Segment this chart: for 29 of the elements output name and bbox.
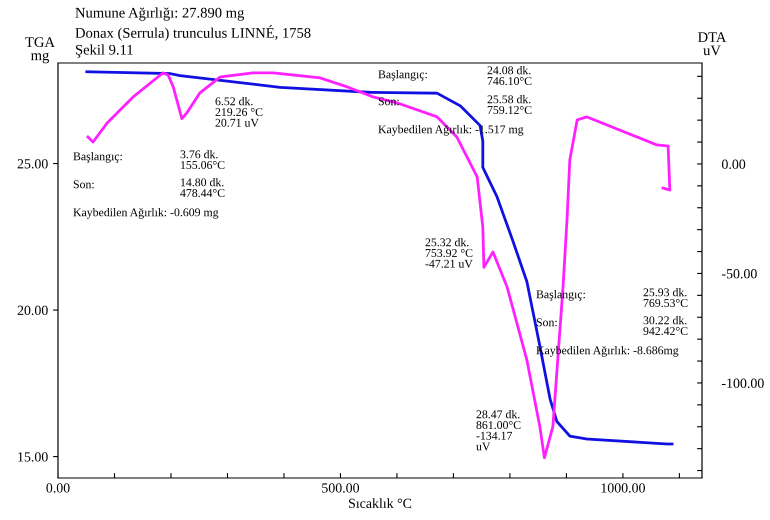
y-tick-label: 20.00 bbox=[18, 306, 48, 316]
x-axis-title: Sıcaklık °C bbox=[349, 498, 412, 508]
y2-tick-label: -100.00 bbox=[722, 378, 764, 388]
annotation: Başlangıç: bbox=[73, 152, 122, 163]
y2-tick-label: -50.00 bbox=[722, 269, 757, 278]
x-tick-label: 1000.00 bbox=[602, 483, 645, 493]
y2-tick-label: 0.00 bbox=[722, 160, 746, 169]
annotation: Son: bbox=[74, 180, 94, 188]
annotation: 25.32 dk. 753.92 °C -47.21 uV bbox=[425, 238, 473, 268]
annotation: 25.93 dk. 769.53°C bbox=[644, 288, 688, 308]
y-tick-label: 25.00 bbox=[18, 159, 48, 169]
chart-title: Numune Ağırlığı: 27.890 mg bbox=[75, 7, 244, 21]
annotation: Kaybedilen Ağırlık: -0.609 mg bbox=[73, 208, 218, 219]
annotation: 14.80 dk. 478.44°C bbox=[180, 178, 224, 198]
annotation: 28.47 dk. 861.00°C -134.17 uV bbox=[476, 410, 520, 450]
annotation: 30.22 dk. 942.42°C bbox=[643, 316, 688, 336]
annotation: Son: bbox=[536, 318, 557, 326]
chart-subtitle: Donax (Serrula) trunculus LINNÉ, 1758 bbox=[75, 25, 311, 41]
text: Şekil 9.11 bbox=[76, 44, 133, 58]
annotation: Başlangıç: bbox=[378, 70, 427, 81]
annotation: 6.52 dk. 219.26 °C 20.71 uV bbox=[216, 97, 262, 127]
annotation: 24.08 dk. 746.10°C bbox=[488, 66, 532, 86]
annotation: 3.76 dk. 155.06°C bbox=[180, 150, 224, 170]
y-axis-title: TGA mg bbox=[25, 37, 55, 64]
x-tick-label: 0.00 bbox=[46, 483, 70, 493]
y2-axis-title: DTA uV bbox=[698, 32, 726, 56]
annotation: 25.58 dk. 759.12°C bbox=[488, 95, 532, 114]
x-tick-label: 500.00 bbox=[322, 483, 360, 493]
y-tick-label: 15.00 bbox=[18, 452, 48, 462]
